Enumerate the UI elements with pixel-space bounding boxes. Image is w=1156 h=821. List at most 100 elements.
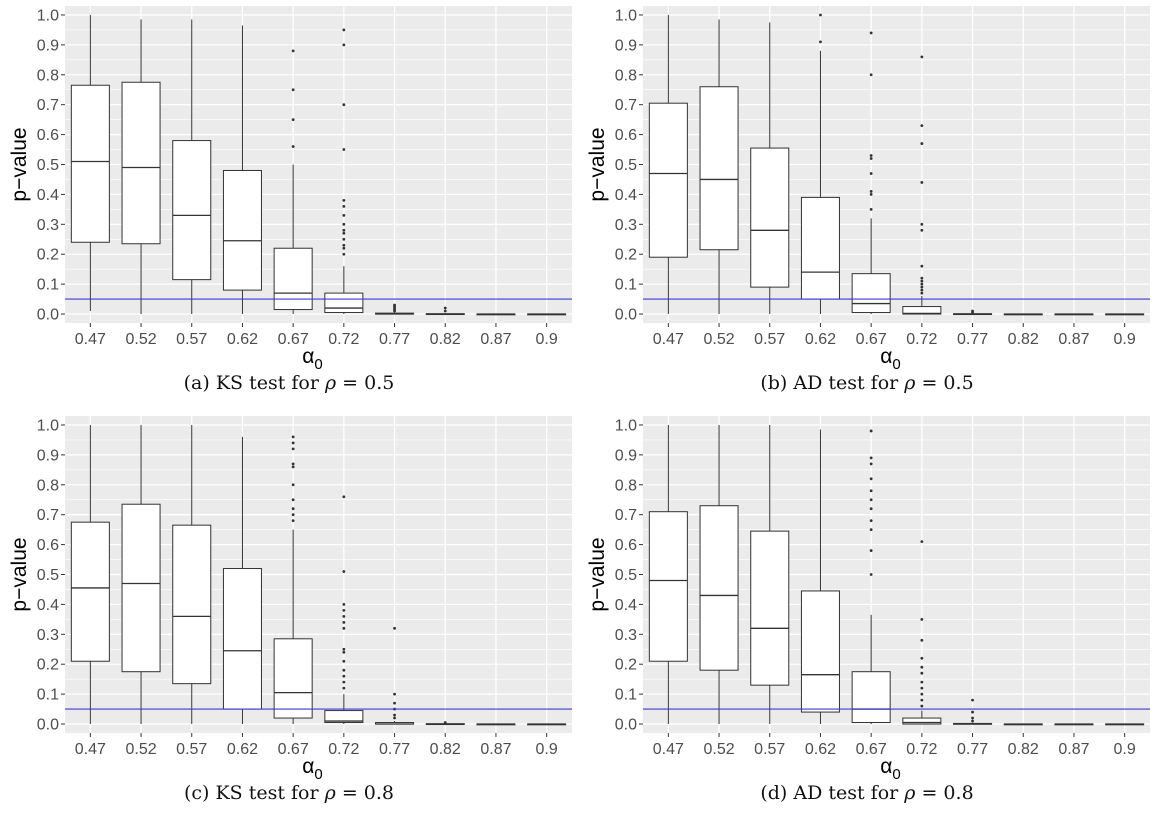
outlier-point <box>971 716 974 720</box>
outlier-point <box>920 540 924 544</box>
outlier-point <box>869 549 873 552</box>
panel-d: 0.0 0.1 0.2 0.3 0.4 0.5 0.6 0.7 0.8 0.9 1.0 0.47 0.5… <box>578 410 1156 820</box>
x-axis-title-main: α <box>302 755 314 778</box>
outlier-point <box>342 659 346 663</box>
outlier-point <box>869 207 873 211</box>
box-0.87 <box>1054 313 1094 316</box>
box-0.57 <box>750 22 790 315</box>
box-0.9 <box>1105 313 1145 316</box>
x-tick-label: 0.62 <box>227 741 258 758</box>
box-iqr <box>800 196 840 300</box>
outlier-point <box>291 49 295 53</box>
box-iqr <box>750 147 790 288</box>
caption-c: (c) KS test for ρ = 0.8 <box>183 782 395 804</box>
outlier-point <box>291 483 295 487</box>
outlier-point <box>920 704 924 708</box>
box-0.77 <box>375 303 415 315</box>
outlier-point <box>291 441 295 445</box>
box-iqr <box>121 81 161 245</box>
outlier-point <box>920 671 924 675</box>
boxplot-ad-rho-0.8: 0.0 0.1 0.2 0.3 0.4 0.5 0.6 0.7 0.8 0.9 1.0 0.47 0.5… <box>586 416 1150 780</box>
outlier-point <box>971 710 974 714</box>
outlier-point <box>920 276 924 280</box>
outlier-point <box>920 55 924 59</box>
box-0.57 <box>750 424 790 725</box>
outlier-point <box>342 647 346 651</box>
box-iqr <box>222 169 262 291</box>
outlier-point <box>342 686 346 690</box>
outlier-point <box>291 118 295 122</box>
outlier-point <box>342 228 346 232</box>
x-tick-label: 0.9 <box>1114 331 1136 348</box>
x-tick-label: 0.87 <box>1058 741 1089 758</box>
x-tick-label: 0.72 <box>328 331 359 348</box>
outlier-point <box>342 198 346 202</box>
x-tick-label: 0.67 <box>278 331 309 348</box>
outlier-point <box>971 698 974 702</box>
x-tick-label: 0.52 <box>703 331 734 348</box>
caption-d: (d) AD test for ρ = 0.8 <box>760 782 974 804</box>
outlier-point <box>291 447 295 451</box>
outlier-point <box>920 686 924 690</box>
box-iqr <box>70 84 110 243</box>
y-tick-label: 0.0 <box>37 717 59 734</box>
x-tick-label: 0.77 <box>379 741 410 758</box>
y-tick-label: 0.8 <box>615 477 637 494</box>
outlier-point <box>920 291 924 295</box>
outlier-point <box>342 204 346 208</box>
x-tick-label: 0.47 <box>75 741 106 758</box>
outlier-point <box>393 713 396 717</box>
outlier-point <box>869 519 873 523</box>
box-iqr <box>121 503 161 673</box>
outlier-point <box>342 148 346 151</box>
outlier-point <box>342 495 346 499</box>
y-tick-label: 0.5 <box>615 567 637 584</box>
box-0.62 <box>222 25 262 315</box>
box-iqr <box>800 590 840 713</box>
box-0.9 <box>527 723 567 726</box>
outlier-point <box>291 519 295 523</box>
x-tick-label: 0.82 <box>1008 741 1039 758</box>
y-tick-label: 0.1 <box>37 687 59 704</box>
x-tick-label: 0.62 <box>805 331 836 348</box>
outlier-point <box>291 462 295 466</box>
x-tick-label: 0.77 <box>379 331 410 348</box>
y-axis-title: p−value <box>586 537 609 611</box>
outlier-point <box>342 570 346 573</box>
y-tick-label: 0.7 <box>615 97 637 114</box>
y-tick-label: 0.1 <box>615 277 637 294</box>
outlier-point <box>869 193 873 196</box>
outlier-point <box>920 617 924 621</box>
box-iqr <box>172 140 212 281</box>
outlier-point <box>920 264 924 268</box>
y-tick-label: 0.5 <box>615 157 637 174</box>
box-iqr <box>648 102 688 258</box>
box-0.77 <box>375 626 415 725</box>
panel-b: 0.0 0.1 0.2 0.3 0.4 0.5 0.6 0.7 0.8 0.9 1.0 0.47 0.5… <box>578 0 1156 410</box>
x-tick-label: 0.62 <box>805 741 836 758</box>
x-tick-label: 0.9 <box>536 331 558 348</box>
x-axis-title-main: α <box>302 345 314 368</box>
box-0.9 <box>527 313 567 316</box>
outlier-point <box>869 456 873 460</box>
box-0.47 <box>648 424 688 725</box>
y-tick-label: 0.9 <box>615 447 637 464</box>
box-0.72 <box>324 28 364 315</box>
x-tick-label: 0.72 <box>906 741 937 758</box>
outlier-point <box>920 692 924 696</box>
y-tick-label: 0.9 <box>615 37 637 54</box>
y-tick-label: 0.2 <box>615 657 637 674</box>
box-iqr <box>699 86 739 251</box>
x-tick-label: 0.77 <box>957 741 988 758</box>
outlier-point <box>342 246 346 250</box>
x-tick-label: 0.47 <box>653 741 684 758</box>
box-0.87 <box>476 723 516 726</box>
x-tick-label: 0.87 <box>480 741 511 758</box>
x-axis-title-main: α <box>880 755 892 778</box>
outlier-point <box>342 668 346 672</box>
outlier-point <box>920 228 924 232</box>
y-tick-label: 0.8 <box>615 67 637 84</box>
x-tick-label: 0.87 <box>480 331 511 348</box>
y-tick-label: 0.7 <box>37 507 59 524</box>
outlier-point <box>819 40 822 44</box>
